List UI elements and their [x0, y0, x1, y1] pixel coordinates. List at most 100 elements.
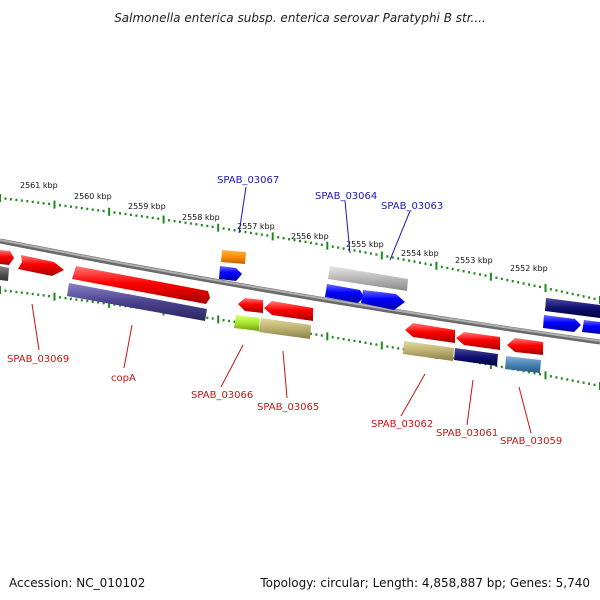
kbp-label: 2557 kbp — [237, 222, 275, 231]
minor-tick — [353, 339, 356, 343]
minor-tick — [533, 284, 536, 287]
minor-tick — [102, 209, 105, 213]
gene-arrow[interactable] — [219, 266, 242, 281]
minor-tick — [320, 243, 323, 246]
minor-tick — [113, 211, 116, 214]
gene-arrow[interactable] — [72, 266, 210, 304]
minor-tick — [249, 231, 252, 235]
minor-tick — [331, 245, 334, 248]
minor-tick — [146, 215, 149, 219]
gene-arrow[interactable] — [507, 338, 543, 355]
minor-tick — [304, 240, 307, 244]
gene-arrow[interactable] — [361, 290, 405, 310]
minor-tick — [386, 345, 389, 348]
gene-label[interactable]: SPAB_03066 — [191, 390, 253, 401]
minor-tick — [549, 288, 552, 291]
minor-tick — [91, 208, 94, 211]
gene-arrow[interactable] — [543, 315, 581, 332]
gene-arrow[interactable] — [0, 250, 14, 265]
kbp-label: 2560 kbp — [74, 192, 112, 201]
minor-tick — [549, 375, 552, 378]
minor-tick — [348, 338, 351, 342]
genome-info-text: Topology: circular; Length: 4,858,887 bp… — [259, 576, 590, 590]
major-tick — [380, 341, 383, 350]
gene-arrow[interactable] — [325, 284, 364, 303]
minor-tick — [260, 233, 263, 236]
gene-label[interactable]: SPAB_03065 — [257, 402, 319, 413]
gene-label[interactable]: SPAB_03067 — [217, 175, 279, 186]
gene-arrow[interactable] — [582, 320, 600, 334]
kbp-label: 2556 kbp — [291, 232, 329, 241]
gene-arrow[interactable] — [505, 356, 541, 373]
minor-tick — [419, 261, 421, 264]
major-tick — [271, 232, 274, 241]
gene-arrow[interactable] — [403, 341, 454, 361]
minor-tick — [4, 289, 7, 292]
gene-arrow[interactable] — [259, 318, 311, 339]
reverse-strand-genes — [0, 266, 543, 373]
gene-label[interactable]: SPAB_03061 — [436, 428, 498, 439]
minor-tick — [140, 215, 143, 218]
minor-tick — [533, 372, 536, 375]
minor-tick — [64, 296, 67, 300]
gene-arrow[interactable] — [545, 298, 600, 318]
minor-tick — [588, 382, 591, 385]
minor-tick — [451, 267, 454, 271]
minor-tick — [179, 220, 181, 224]
minor-tick — [566, 378, 569, 381]
gene-label[interactable]: copA — [111, 373, 136, 384]
minor-tick — [48, 294, 51, 298]
minor-tick — [48, 202, 51, 206]
minor-tick — [64, 204, 67, 208]
gene-arrow[interactable] — [0, 266, 9, 281]
major-tick — [0, 286, 1, 294]
minor-tick — [222, 319, 225, 322]
gene-arrow[interactable] — [405, 323, 455, 343]
minor-tick — [26, 292, 29, 295]
minor-tick — [593, 297, 596, 300]
minor-tick — [424, 262, 427, 265]
minor-tick — [506, 278, 509, 282]
minor-tick — [233, 229, 236, 232]
minor-tick — [522, 282, 525, 285]
minor-tick — [309, 241, 312, 245]
kbp-label: 2561 kbp — [20, 181, 58, 190]
major-tick — [53, 292, 56, 301]
major-tick — [0, 194, 1, 202]
minor-tick — [364, 341, 367, 344]
minor-tick — [195, 223, 198, 226]
gene-label[interactable]: SPAB_03069 — [7, 354, 69, 365]
gene-label[interactable]: SPAB_03063 — [381, 201, 443, 212]
minor-tick — [293, 238, 296, 242]
gene-arrow[interactable] — [454, 348, 498, 366]
minor-tick — [189, 222, 192, 225]
minor-tick — [500, 277, 503, 281]
minor-tick — [320, 334, 323, 337]
gene-label[interactable]: SPAB_03059 — [500, 436, 562, 447]
gene-arrow[interactable] — [238, 298, 263, 313]
major-tick — [380, 251, 383, 260]
kbp-label: 2558 kbp — [182, 213, 220, 222]
minor-tick — [42, 294, 45, 297]
gene-arrow[interactable] — [328, 266, 408, 291]
gene-arrow[interactable] — [234, 315, 260, 331]
gene-arrow[interactable] — [456, 332, 500, 350]
gene-label[interactable]: SPAB_03062 — [371, 419, 433, 430]
accession-text: Accession: NC_010102 — [9, 576, 145, 590]
minor-tick — [309, 332, 312, 335]
genome-backbone — [0, 238, 600, 345]
minor-tick — [20, 291, 23, 294]
minor-tick — [97, 301, 100, 304]
gene-arrow[interactable] — [221, 250, 246, 264]
minor-tick — [528, 283, 531, 286]
minor-tick — [151, 216, 154, 220]
minor-tick — [288, 238, 291, 241]
gene-arrow[interactable] — [18, 255, 64, 276]
gene-arrow[interactable] — [264, 301, 313, 321]
minor-tick — [91, 300, 94, 303]
minor-tick — [135, 214, 138, 217]
minor-tick — [315, 242, 318, 245]
gene-arrow[interactable] — [67, 283, 207, 321]
gene-label[interactable]: SPAB_03064 — [315, 191, 377, 202]
minor-tick — [86, 299, 89, 303]
